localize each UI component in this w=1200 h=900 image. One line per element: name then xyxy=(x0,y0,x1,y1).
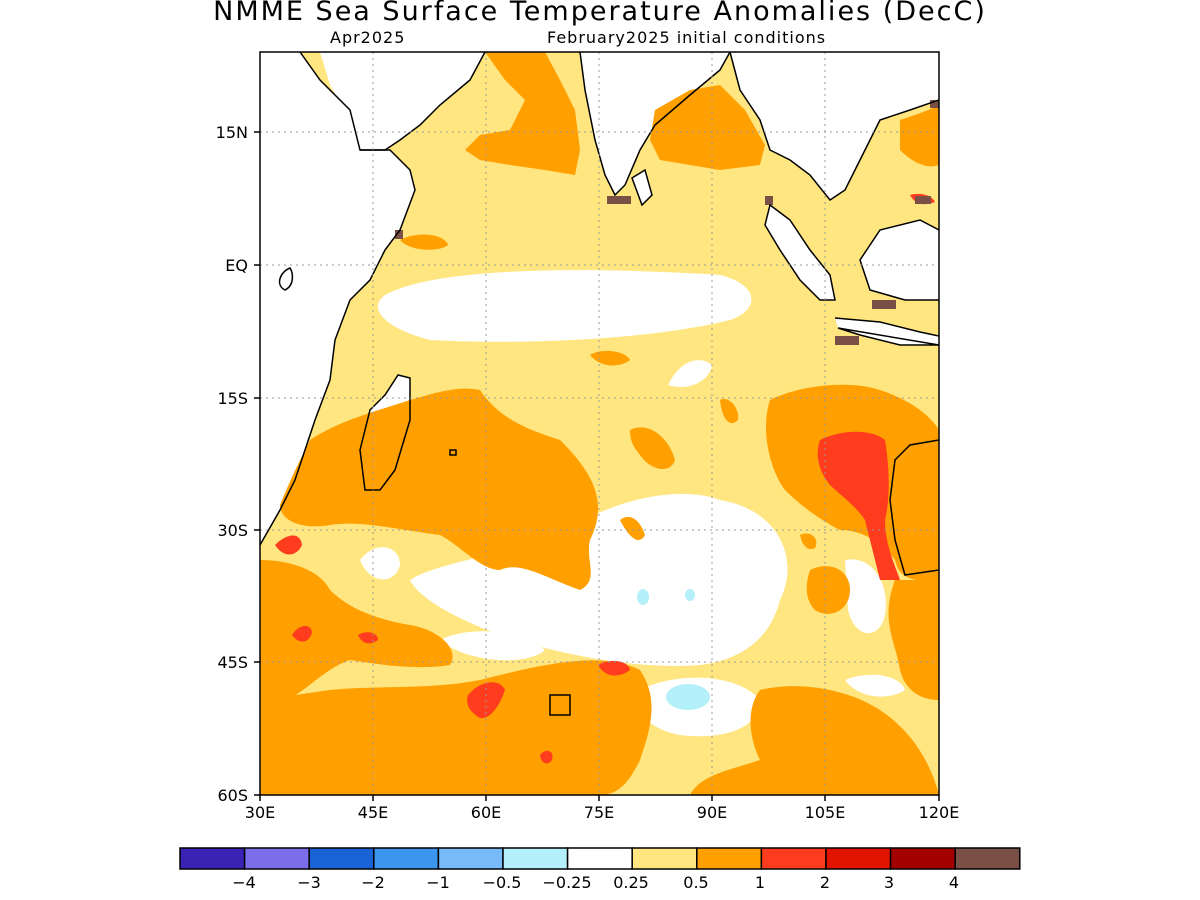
colorbar-label: 0.25 xyxy=(613,873,649,892)
colorbar-labels: −4 −3 −2 −1 −0.5 −0.25 0.25 0.5 1 2 3 4 xyxy=(232,873,959,892)
india-landmass xyxy=(545,52,730,195)
init-conditions-label: February2025 initial conditions xyxy=(547,28,827,47)
target-month-label: Apr2025 xyxy=(330,28,406,47)
lat-label: 45S xyxy=(217,653,248,672)
colorbar-swatch xyxy=(889,847,956,870)
small-negative-patches xyxy=(637,589,710,710)
lat-label: 15N xyxy=(216,123,248,142)
colorbar-label: −4 xyxy=(232,873,256,892)
lat-label: 30S xyxy=(217,521,248,540)
borneo-landmass xyxy=(860,220,939,300)
lon-label: 120E xyxy=(919,803,960,822)
longitude-labels: 30E 45E 60E 75E 90E 105E 120E xyxy=(245,803,960,822)
chart-title: NMME Sea Surface Temperature Anomalies (… xyxy=(213,0,987,27)
lat-label: 60S xyxy=(217,786,248,805)
colorbar-label: 0.5 xyxy=(683,873,708,892)
lat-label: 15S xyxy=(217,389,248,408)
colorbar-swatch xyxy=(243,847,310,870)
colorbar-swatch xyxy=(696,847,763,870)
colorbar-swatch xyxy=(437,847,504,870)
colorbar-label: −2 xyxy=(361,873,385,892)
colorbar-label: 1 xyxy=(755,873,765,892)
lon-label: 105E xyxy=(805,803,846,822)
colorbar-label: 3 xyxy=(884,873,894,892)
colorbar-label: −1 xyxy=(426,873,450,892)
latitude-labels: 15N EQ 15S 30S 45S 60S xyxy=(216,123,248,805)
colorbar-label: 4 xyxy=(949,873,959,892)
colorbar-label: −0.5 xyxy=(483,873,522,892)
near-zero-patches xyxy=(360,270,905,737)
java-landmass xyxy=(835,318,939,345)
lat-label: EQ xyxy=(225,256,248,275)
colorbar-swatch xyxy=(566,847,633,870)
colorbar-label: 2 xyxy=(820,873,830,892)
arabia-landmass xyxy=(320,52,485,150)
colorbar-swatch xyxy=(825,847,892,870)
sumatra-landmass xyxy=(765,205,835,300)
colorbar-swatch xyxy=(373,847,440,870)
lon-label: 45E xyxy=(358,803,388,822)
colorbar-swatch xyxy=(954,847,1021,870)
lon-label: 60E xyxy=(471,803,501,822)
colorbar-swatch xyxy=(631,847,698,870)
lon-label: 75E xyxy=(584,803,614,822)
masked-cells xyxy=(395,100,939,345)
anomaly-field xyxy=(260,52,939,795)
coastlines xyxy=(260,52,939,716)
colorbar-swatch xyxy=(502,847,569,870)
colorbar xyxy=(179,847,1021,870)
africa-landmass xyxy=(260,52,415,545)
gridlines xyxy=(260,52,939,795)
lon-label: 30E xyxy=(245,803,275,822)
lon-label: 90E xyxy=(697,803,727,822)
colorbar-label: −3 xyxy=(297,873,321,892)
axis-ticks xyxy=(254,131,940,801)
indochina-landmass xyxy=(730,52,939,200)
colorbar-swatch xyxy=(308,847,375,870)
colorbar-swatch xyxy=(179,847,246,870)
colorbar-swatch xyxy=(760,847,827,870)
colorbar-label: −0.25 xyxy=(542,873,591,892)
